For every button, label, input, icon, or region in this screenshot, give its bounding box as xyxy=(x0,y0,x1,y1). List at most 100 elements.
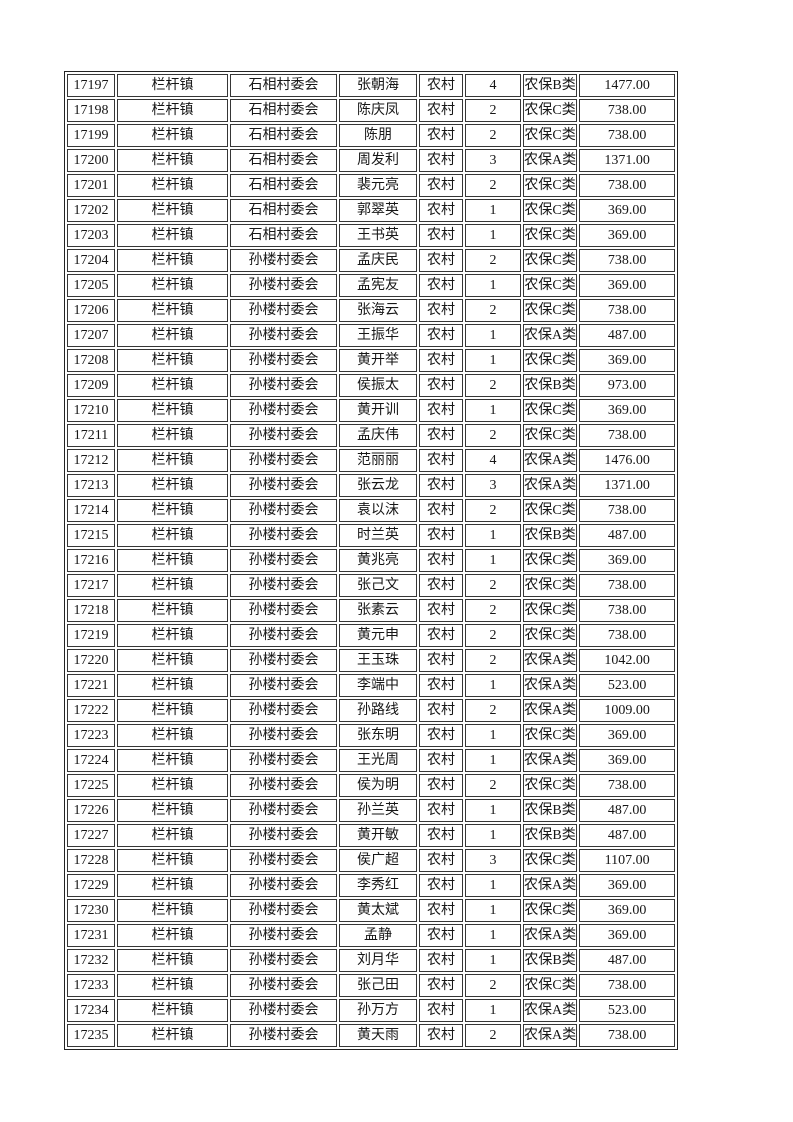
cell-insurance-category: 农保B类 xyxy=(523,524,578,547)
cell-insurance-category: 农保C类 xyxy=(523,199,578,222)
cell-insurance-category: 农保C类 xyxy=(523,499,578,522)
table-row: 17207 栏杆镇 孙楼村委会 王振华 农村 1 农保A类 487.00 xyxy=(67,324,676,347)
cell-residence-type: 农村 xyxy=(419,874,463,897)
cell-town: 栏杆镇 xyxy=(117,274,228,297)
cell-insurance-category: 农保C类 xyxy=(523,599,578,622)
cell-amount: 738.00 xyxy=(579,774,676,797)
cell-town: 栏杆镇 xyxy=(117,799,228,822)
cell-village-committee: 石相村委会 xyxy=(230,174,337,197)
table-row: 17235 栏杆镇 孙楼村委会 黄天雨 农村 2 农保A类 738.00 xyxy=(67,1024,676,1047)
cell-person-name: 孟庆伟 xyxy=(339,424,417,447)
cell-village-committee: 孙楼村委会 xyxy=(230,624,337,647)
cell-id: 17233 xyxy=(67,974,115,997)
cell-village-committee: 孙楼村委会 xyxy=(230,949,337,972)
cell-village-committee: 石相村委会 xyxy=(230,224,337,247)
cell-village-committee: 石相村委会 xyxy=(230,74,337,97)
cell-person-name: 孙兰英 xyxy=(339,799,417,822)
cell-count: 3 xyxy=(465,149,521,172)
cell-village-committee: 孙楼村委会 xyxy=(230,824,337,847)
cell-amount: 1107.00 xyxy=(579,849,676,872)
cell-person-name: 黄元申 xyxy=(339,624,417,647)
cell-count: 1 xyxy=(465,874,521,897)
table-row: 17204 栏杆镇 孙楼村委会 孟庆民 农村 2 农保C类 738.00 xyxy=(67,249,676,272)
cell-residence-type: 农村 xyxy=(419,374,463,397)
cell-insurance-category: 农保C类 xyxy=(523,774,578,797)
cell-id: 17205 xyxy=(67,274,115,297)
cell-id: 17209 xyxy=(67,374,115,397)
cell-count: 1 xyxy=(465,274,521,297)
cell-village-committee: 孙楼村委会 xyxy=(230,374,337,397)
cell-residence-type: 农村 xyxy=(419,449,463,472)
cell-id: 17220 xyxy=(67,649,115,672)
cell-amount: 369.00 xyxy=(579,899,676,922)
cell-residence-type: 农村 xyxy=(419,724,463,747)
cell-amount: 487.00 xyxy=(579,799,676,822)
cell-insurance-category: 农保C类 xyxy=(523,624,578,647)
cell-amount: 1371.00 xyxy=(579,149,676,172)
cell-amount: 738.00 xyxy=(579,99,676,122)
table-row: 17202 栏杆镇 石相村委会 郭翠英 农村 1 农保C类 369.00 xyxy=(67,199,676,222)
cell-count: 1 xyxy=(465,924,521,947)
table-body: 17197 栏杆镇 石相村委会 张朝海 农村 4 农保B类 1477.00 17198 栏杆镇 石相… xyxy=(67,74,676,1047)
cell-amount: 738.00 xyxy=(579,249,676,272)
cell-insurance-category: 农保C类 xyxy=(523,274,578,297)
cell-count: 1 xyxy=(465,899,521,922)
cell-residence-type: 农村 xyxy=(419,924,463,947)
table-row: 17229 栏杆镇 孙楼村委会 李秀红 农村 1 农保A类 369.00 xyxy=(67,874,676,897)
cell-residence-type: 农村 xyxy=(419,799,463,822)
table-row: 17219 栏杆镇 孙楼村委会 黄元申 农村 2 农保C类 738.00 xyxy=(67,624,676,647)
cell-count: 2 xyxy=(465,124,521,147)
cell-person-name: 陈庆凤 xyxy=(339,99,417,122)
cell-town: 栏杆镇 xyxy=(117,424,228,447)
cell-insurance-category: 农保C类 xyxy=(523,399,578,422)
cell-count: 1 xyxy=(465,324,521,347)
cell-id: 17230 xyxy=(67,899,115,922)
cell-insurance-category: 农保A类 xyxy=(523,674,578,697)
cell-count: 1 xyxy=(465,999,521,1022)
cell-village-committee: 孙楼村委会 xyxy=(230,524,337,547)
cell-id: 17208 xyxy=(67,349,115,372)
cell-person-name: 裴元亮 xyxy=(339,174,417,197)
cell-amount: 369.00 xyxy=(579,749,676,772)
cell-id: 17197 xyxy=(67,74,115,97)
cell-town: 栏杆镇 xyxy=(117,774,228,797)
cell-insurance-category: 农保A类 xyxy=(523,324,578,347)
cell-residence-type: 农村 xyxy=(419,674,463,697)
cell-town: 栏杆镇 xyxy=(117,899,228,922)
cell-person-name: 黄开训 xyxy=(339,399,417,422)
cell-insurance-category: 农保C类 xyxy=(523,549,578,572)
cell-count: 4 xyxy=(465,449,521,472)
cell-insurance-category: 农保B类 xyxy=(523,799,578,822)
cell-id: 17219 xyxy=(67,624,115,647)
cell-town: 栏杆镇 xyxy=(117,574,228,597)
cell-count: 1 xyxy=(465,749,521,772)
cell-town: 栏杆镇 xyxy=(117,999,228,1022)
cell-residence-type: 农村 xyxy=(419,149,463,172)
cell-insurance-category: 农保C类 xyxy=(523,349,578,372)
cell-count: 1 xyxy=(465,674,521,697)
cell-id: 17235 xyxy=(67,1024,115,1047)
cell-residence-type: 农村 xyxy=(419,474,463,497)
cell-person-name: 张素云 xyxy=(339,599,417,622)
cell-id: 17228 xyxy=(67,849,115,872)
table-row: 17212 栏杆镇 孙楼村委会 范丽丽 农村 4 农保A类 1476.00 xyxy=(67,449,676,472)
cell-town: 栏杆镇 xyxy=(117,1024,228,1047)
cell-amount: 369.00 xyxy=(579,924,676,947)
cell-amount: 369.00 xyxy=(579,349,676,372)
cell-town: 栏杆镇 xyxy=(117,924,228,947)
cell-amount: 738.00 xyxy=(579,124,676,147)
cell-insurance-category: 农保C类 xyxy=(523,974,578,997)
cell-insurance-category: 农保C类 xyxy=(523,224,578,247)
cell-insurance-category: 农保A类 xyxy=(523,874,578,897)
table-row: 17223 栏杆镇 孙楼村委会 张东明 农村 1 农保C类 369.00 xyxy=(67,724,676,747)
table-row: 17230 栏杆镇 孙楼村委会 黄太斌 农村 1 农保C类 369.00 xyxy=(67,899,676,922)
cell-village-committee: 石相村委会 xyxy=(230,199,337,222)
cell-residence-type: 农村 xyxy=(419,274,463,297)
cell-residence-type: 农村 xyxy=(419,1024,463,1047)
cell-amount: 1371.00 xyxy=(579,474,676,497)
document-table-region: 17197 栏杆镇 石相村委会 张朝海 农村 4 农保B类 1477.00 17198 栏杆镇 石相… xyxy=(64,71,679,1050)
cell-town: 栏杆镇 xyxy=(117,624,228,647)
cell-town: 栏杆镇 xyxy=(117,299,228,322)
cell-count: 1 xyxy=(465,224,521,247)
cell-person-name: 黄太斌 xyxy=(339,899,417,922)
